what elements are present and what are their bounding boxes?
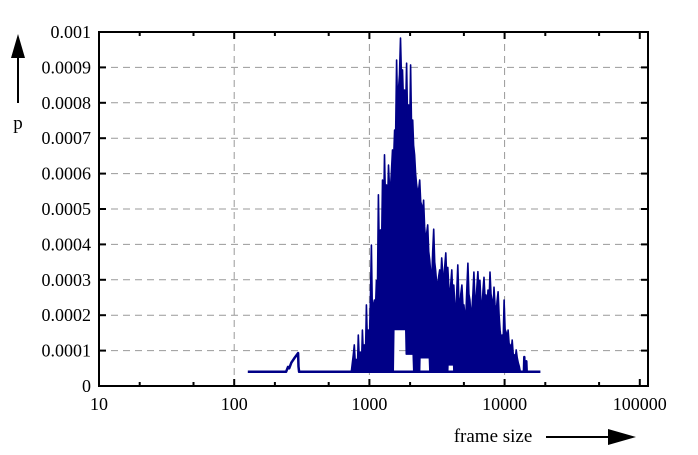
x-tick-label: 100 xyxy=(221,394,248,414)
y-tick-label: 0.0009 xyxy=(42,57,92,77)
y-tick-label: 0.0005 xyxy=(42,199,92,219)
x-tick-label: 100000 xyxy=(613,394,667,414)
x-axis-label: frame size xyxy=(454,426,533,447)
y-tick-label: 0.0006 xyxy=(42,164,92,184)
data-layer xyxy=(247,37,541,374)
y-tick-label: 0.0007 xyxy=(42,128,92,148)
y-tick-label: 0.001 xyxy=(51,22,92,42)
y-tick-label: 0.0008 xyxy=(42,93,92,113)
y-tick-label: 0.0003 xyxy=(42,270,92,290)
y-axis-arrow-icon xyxy=(11,34,25,58)
x-tick-label: 10 xyxy=(90,394,108,414)
y-tick-label: 0.0002 xyxy=(42,305,92,325)
x-tick-label: 10000 xyxy=(482,394,527,414)
distribution-mound xyxy=(350,37,522,373)
x-axis-arrow-icon xyxy=(608,429,636,445)
baseline-trace xyxy=(247,351,541,374)
y-tick-label: 0.0001 xyxy=(42,341,92,361)
y-tick-label: 0.0004 xyxy=(42,234,92,254)
y-tick-label: 0 xyxy=(82,376,91,396)
x-axis-title: frame size xyxy=(454,426,636,447)
y-axis-label: p xyxy=(13,113,23,134)
axes-layer xyxy=(98,31,649,387)
y-axis-title: p xyxy=(11,34,25,134)
x-tick-label: 1000 xyxy=(351,394,387,414)
tick-label-layer: 10 100 1000 10000 100000 0 0.0001 0.0002 0.0003 0… xyxy=(42,22,667,414)
